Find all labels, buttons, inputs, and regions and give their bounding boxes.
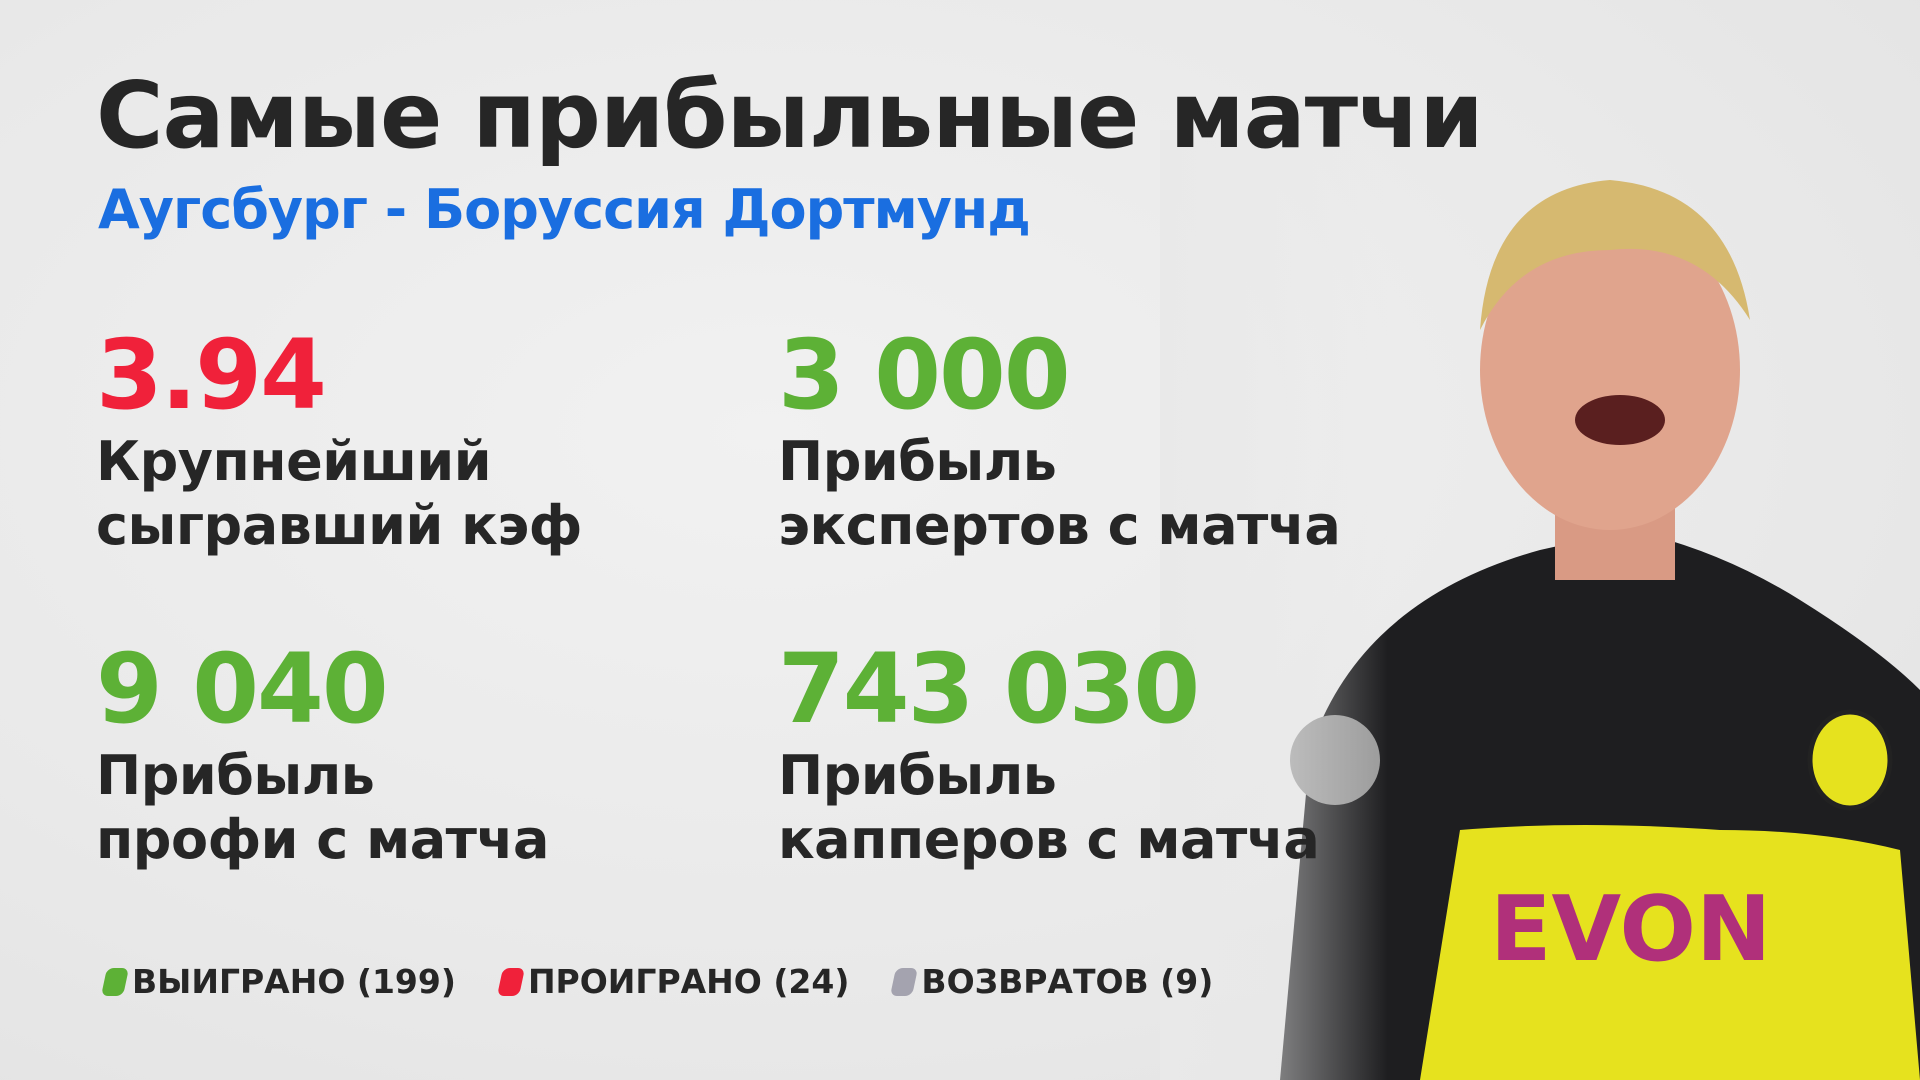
- legend: ВЫИГРАНО (199) ПРОИГРАНО (24) ВОЗВРАТОВ …: [101, 962, 1214, 1001]
- stat-pro-profit: 9 040 Прибыль профи с матча: [96, 634, 549, 872]
- legend-refunds: ВОЗВРАТОВ (9): [890, 962, 1214, 1001]
- legend-label: ВЫИГРАНО (199): [132, 962, 456, 1001]
- legend-lost: ПРОИГРАНО (24): [496, 962, 850, 1001]
- player-photo: EVON: [1160, 130, 1920, 1080]
- stat-biggest-odds: 3.94 Крупнейший сыгравший кэф: [96, 320, 582, 558]
- legend-label: ПРОИГРАНО (24): [527, 962, 850, 1001]
- stat-value: 3 000: [778, 319, 1071, 431]
- stat-cappers-profit: 743 030 Прибыль капперов с матча: [778, 633, 1320, 872]
- stat-label: Прибыль экспертов с матча: [778, 430, 1341, 557]
- red-dot-icon: [496, 967, 525, 996]
- stat-value: 743 030: [778, 633, 1200, 745]
- stat-label: Прибыль капперов с матча: [778, 744, 1320, 871]
- stat-label: Прибыль профи с матча: [96, 744, 549, 871]
- legend-won: ВЫИГРАНО (199): [101, 962, 456, 1001]
- stat-label: Крупнейший сыгравший кэф: [96, 430, 582, 557]
- legend-label: ВОЗВРАТОВ (9): [921, 962, 1214, 1001]
- match-subtitle: Аугсбург - Боруссия Дортмунд: [98, 178, 1031, 241]
- page-title: Самые прибыльные матчи: [96, 62, 1484, 169]
- gray-dot-icon: [890, 967, 919, 996]
- stat-experts-profit: 3 000 Прибыль экспертов с матча: [778, 319, 1341, 558]
- green-dot-icon: [101, 967, 129, 996]
- stat-value: 3.94: [96, 319, 327, 431]
- stat-value: 9 040: [96, 633, 389, 745]
